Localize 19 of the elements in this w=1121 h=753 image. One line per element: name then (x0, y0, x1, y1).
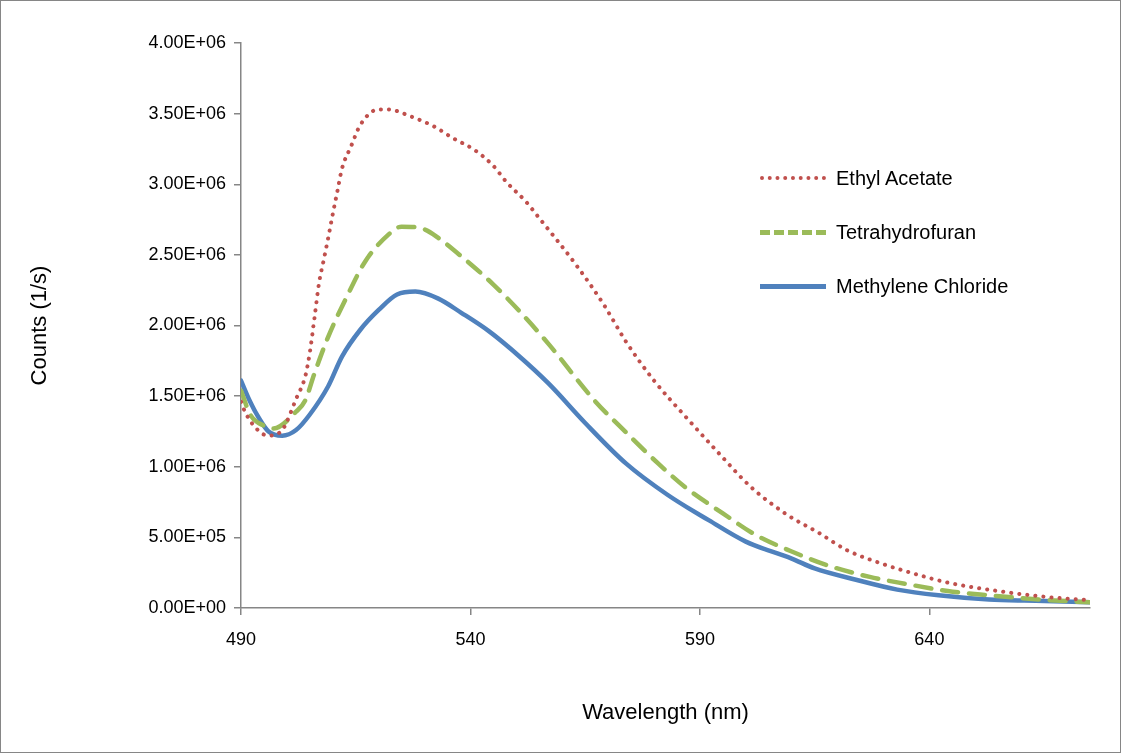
legend-label: Ethyl Acetate (836, 166, 953, 190)
y-tick-label: 2.00E+06 (148, 314, 226, 335)
y-tick-label: 1.50E+06 (148, 385, 226, 406)
legend-label: Tetrahydrofuran (836, 220, 977, 244)
y-axis-title: Counts (1/s) (26, 265, 52, 386)
line-series (241, 224, 1090, 605)
x-tick-label: 640 (914, 628, 945, 649)
x-tick-label: 540 (455, 628, 486, 649)
y-tick-label: 3.00E+06 (148, 173, 226, 194)
y-tick-label: 4.00E+06 (148, 31, 226, 52)
y-tick-label: 1.00E+06 (148, 455, 226, 476)
x-tick-label: 590 (684, 628, 715, 649)
x-tick-label: 490 (225, 628, 257, 649)
y-tick-label: 5.00E+05 (148, 526, 226, 547)
y-tick-label: 0.00E+00 (148, 596, 226, 617)
x-axis-title: Wavelength (nm) (582, 698, 749, 724)
y-tick-label: 3.50E+06 (148, 102, 226, 123)
y-tick-label: 2.50E+06 (148, 243, 226, 264)
legend-label: Methylene Chloride (836, 274, 1009, 298)
